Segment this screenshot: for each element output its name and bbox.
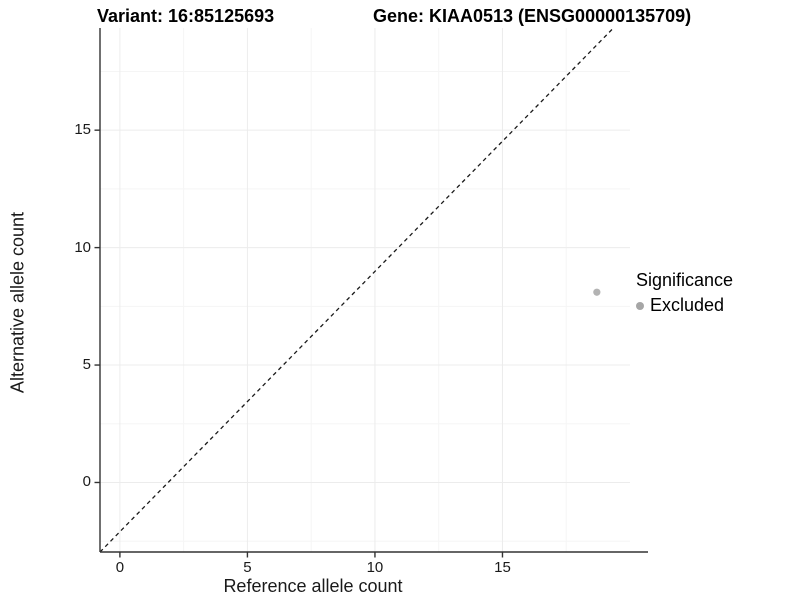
y-tick-label-5: 5 [82, 356, 91, 374]
legend: Significance Excluded [636, 270, 733, 316]
legend-entry-label: Excluded [650, 295, 725, 315]
x-tick-label-10: 10 [366, 559, 384, 576]
y-tick-label-0: 0 [82, 473, 91, 491]
x-tick-label-0: 0 [115, 559, 125, 576]
y-tick-label-10: 10 [74, 238, 91, 256]
data-point-excluded [593, 288, 601, 296]
y-tick-label-15: 15 [74, 121, 91, 139]
y-axis-title: Alternative allele count [7, 211, 28, 394]
x-tick-label-15: 15 [494, 559, 511, 576]
x-tick-label-5: 5 [243, 559, 252, 576]
x-axis-title: Reference allele count [223, 576, 403, 596]
excluded-marker-icon [636, 301, 644, 310]
plot-title-gene: Gene: KIAA0513 (ENSG00000135709) [373, 6, 692, 26]
legend-entry-excluded: Excluded [636, 295, 733, 316]
identity-dashed-line [99, 27, 614, 553]
legend-title: Significance [636, 270, 734, 290]
plot-title-variant: Variant: 16:85125693 [97, 6, 275, 26]
